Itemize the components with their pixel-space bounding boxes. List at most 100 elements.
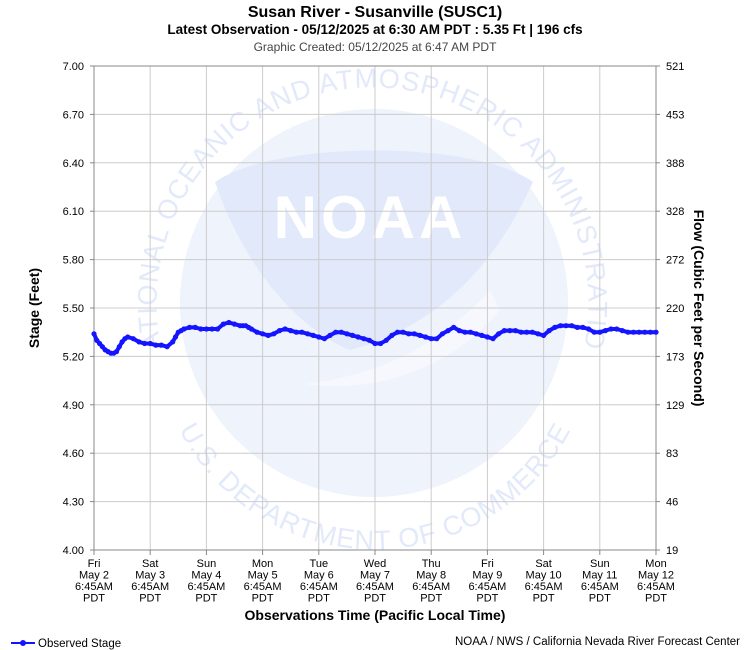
data-point <box>541 332 547 338</box>
y2-axis-ticks: 521 453 388 328 272 220 173 129 83 46 19 <box>656 61 684 557</box>
noaa-watermark-icon: NOAA NATIONAL OCEANIC AND ATMOSPHERIC AD… <box>0 0 612 556</box>
legend-marker-icon <box>20 640 26 646</box>
legend-label-observed-stage: Observed Stage <box>38 638 121 650</box>
data-point <box>574 324 580 330</box>
grid-lines <box>93 65 657 551</box>
data-point <box>209 326 215 332</box>
data-point <box>625 329 631 335</box>
data-point <box>164 344 170 350</box>
data-point <box>507 328 513 334</box>
y2-tick-label: 173 <box>666 351 684 363</box>
data-point <box>130 336 136 342</box>
x-tick-label: Tue May 6 6:45AM PDT <box>300 558 338 605</box>
data-point <box>490 336 496 342</box>
data-point <box>597 329 603 335</box>
data-point <box>529 329 536 335</box>
y-tick-label: 7.00 <box>63 61 84 73</box>
data-point <box>535 331 541 337</box>
x-tick-label: Sun May 4 6:45AM PDT <box>187 558 225 605</box>
y-tick-label: 4.60 <box>63 448 84 460</box>
data-point <box>136 339 142 345</box>
data-point <box>456 328 462 334</box>
y-tick-label: 4.30 <box>63 497 84 509</box>
x-tick-label: Sat May 10 6:45AM PDT <box>525 558 563 605</box>
data-point <box>170 339 176 345</box>
y-tick-label: 5.20 <box>63 351 84 363</box>
x-tick-label: Wed May 7 6:45AM PDT <box>356 558 394 605</box>
data-point <box>642 329 648 335</box>
data-point <box>203 326 209 332</box>
data-point <box>484 334 490 340</box>
noaa-logo-text: NOAA <box>274 184 467 251</box>
data-point <box>496 331 502 337</box>
data-point <box>231 321 238 327</box>
y-tick-label: 6.40 <box>63 158 84 170</box>
data-point <box>546 328 552 334</box>
data-point <box>591 329 597 335</box>
data-point <box>366 337 372 343</box>
data-point <box>400 329 406 335</box>
data-point <box>125 334 131 340</box>
data-point <box>316 334 322 340</box>
data-point <box>608 326 614 332</box>
data-point <box>333 329 339 335</box>
data-point <box>260 331 266 337</box>
data-point <box>186 324 193 330</box>
x-tick-label: Fri May 2 6:45AM PDT <box>75 558 113 605</box>
data-point <box>394 329 401 335</box>
y2-tick-label: 83 <box>666 448 678 460</box>
data-point <box>116 344 122 350</box>
data-point <box>512 328 519 334</box>
data-point <box>321 336 327 342</box>
data-point <box>569 323 575 329</box>
data-point <box>91 331 97 337</box>
chart-subtitle: Latest Observation - 05/12/2025 at 6:30 … <box>167 22 582 37</box>
y-tick-label: 6.70 <box>63 109 84 121</box>
data-point <box>158 342 164 348</box>
x-tick-label: Fri May 9 6:45AM PDT <box>468 558 506 605</box>
data-point <box>434 336 440 342</box>
x-axis-ticks: Fri May 2 6:45AM PDT Sat May 3 6:45AM PDT Sun May… <box>75 550 675 605</box>
data-point <box>636 329 642 335</box>
data-point <box>220 321 226 327</box>
data-point <box>372 340 378 347</box>
y2-tick-label: 328 <box>666 206 684 218</box>
y-tick-label: 5.80 <box>63 255 84 267</box>
data-point <box>417 332 423 338</box>
data-point <box>630 329 637 335</box>
data-point <box>198 326 204 332</box>
data-point <box>299 329 305 335</box>
data-point <box>355 334 361 340</box>
data-point <box>305 331 311 337</box>
data-point <box>552 324 558 330</box>
x-tick-label: Mon May 5 6:45AM PDT <box>244 558 282 605</box>
data-point <box>172 334 179 340</box>
y-tick-label: 4.00 <box>63 545 84 557</box>
data-point <box>406 331 412 337</box>
data-point <box>265 332 271 338</box>
data-point <box>467 329 474 335</box>
data-point <box>439 331 445 337</box>
data-point <box>428 336 434 342</box>
plot-area-frame <box>93 65 657 551</box>
data-point <box>451 324 457 330</box>
x-tick-label: Thu May 8 6:45AM PDT <box>412 558 450 605</box>
y-tick-label: 6.10 <box>63 206 84 218</box>
data-point <box>614 326 620 332</box>
data-point <box>479 332 485 338</box>
data-point <box>619 328 625 334</box>
data-point <box>501 328 507 334</box>
x-tick-label: Mon May 12 6:45AM PDT <box>637 558 675 605</box>
y2-tick-label: 521 <box>666 61 684 73</box>
data-point <box>344 331 350 337</box>
legend: Observed Stage <box>11 638 121 650</box>
data-point <box>147 340 153 347</box>
chart-title: Susan River - Susanville (SUSC1) <box>248 4 502 21</box>
data-point <box>423 334 429 340</box>
data-point <box>563 323 569 329</box>
x-tick-label: Sat May 3 6:45AM PDT <box>131 558 169 605</box>
data-point <box>153 342 159 348</box>
data-point <box>248 326 254 332</box>
data-point <box>254 329 260 335</box>
